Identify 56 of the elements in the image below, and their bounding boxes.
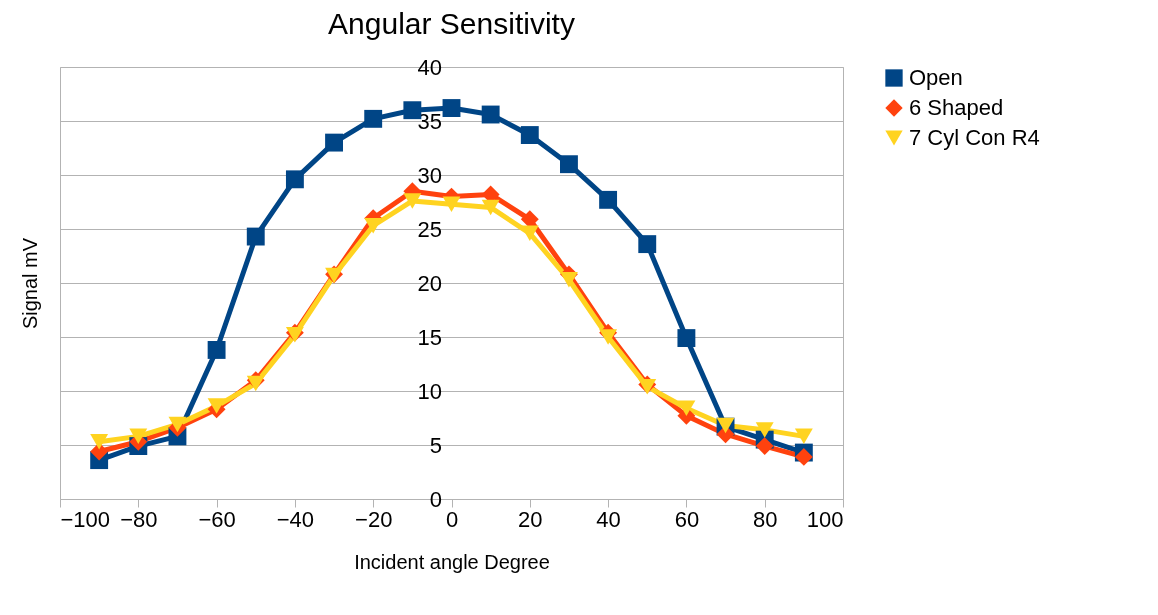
point [677, 329, 696, 348]
x-tick-label: −20 [355, 506, 393, 532]
point [364, 218, 383, 234]
y-tick-label: 40 [417, 54, 442, 80]
point [442, 99, 461, 117]
point [403, 193, 422, 209]
x-tick-label: 0 [445, 506, 459, 532]
legend-label: 6 Shaped [909, 95, 1004, 120]
point [677, 400, 696, 417]
y-tick-label: 25 [417, 216, 442, 242]
x-tick-label: −80 [120, 506, 158, 532]
x-tick-label: 80 [752, 506, 778, 532]
y-tick-label: 15 [417, 324, 442, 350]
point [599, 329, 618, 345]
x-tick-label: 60 [674, 506, 700, 532]
y-tick-label: 35 [417, 108, 442, 134]
y-tick-label: 30 [417, 162, 442, 188]
point [168, 416, 187, 433]
point [794, 428, 813, 445]
point [442, 196, 461, 212]
point [129, 428, 148, 445]
point [364, 109, 383, 128]
y-axis-title: Signal mV [18, 237, 41, 330]
point [207, 341, 226, 359]
point [246, 227, 265, 246]
x-axis-title: Incident angle Degree [354, 550, 550, 573]
x-tick-label: 100 [806, 506, 844, 532]
point [285, 170, 304, 189]
x-tick-label: −40 [276, 506, 315, 532]
point [325, 133, 343, 152]
x-tick-label: −60 [198, 506, 236, 532]
point [520, 225, 539, 242]
point [560, 272, 578, 288]
point [599, 190, 618, 209]
y-tick-label: 20 [417, 270, 442, 296]
point [481, 105, 500, 124]
point [246, 375, 265, 392]
point [520, 126, 539, 144]
y-tick-label: 5 [429, 432, 442, 458]
legend-label: Open [909, 65, 963, 90]
point [207, 398, 226, 414]
y-tick-label: 0 [429, 486, 442, 512]
chart-title: Angular Sensitivity [328, 7, 575, 40]
point [755, 437, 774, 456]
point [560, 155, 578, 174]
point [481, 199, 500, 216]
point [285, 327, 304, 343]
legend-label: 7 Cyl Con R4 [909, 125, 1040, 150]
point [638, 235, 657, 254]
point [90, 434, 109, 450]
x-tick-label: 40 [596, 506, 621, 532]
y-tick-label: 10 [417, 378, 442, 404]
x-tick-label: 20 [518, 506, 543, 532]
x-tick-label: −100 [60, 506, 111, 532]
point [794, 447, 813, 466]
point [755, 422, 774, 438]
